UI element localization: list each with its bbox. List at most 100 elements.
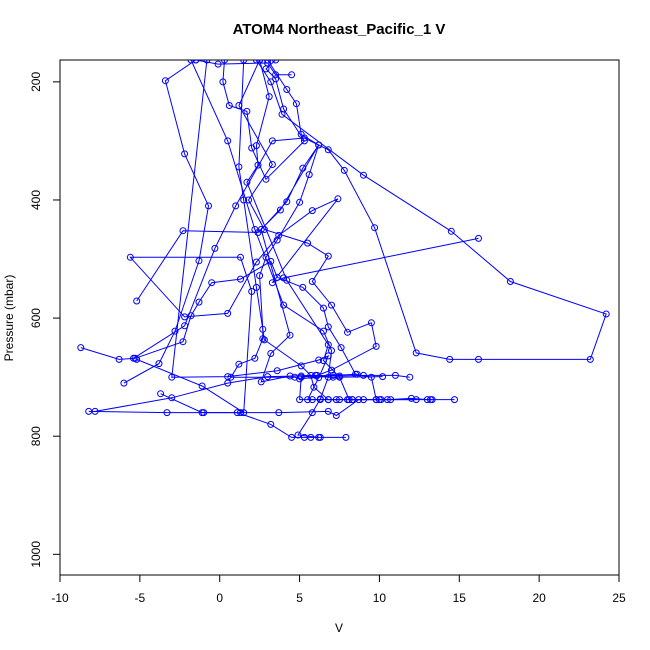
y-tick-label: 1000 — [29, 541, 43, 568]
data-point — [264, 60, 272, 67]
data-point — [372, 396, 380, 404]
data-point — [446, 355, 454, 363]
y-tick-label: 200 — [29, 72, 43, 92]
data-point — [308, 207, 316, 215]
data-point — [179, 227, 187, 235]
data-point — [334, 195, 342, 203]
data-point — [203, 60, 211, 64]
data-point — [506, 278, 514, 285]
data-point — [237, 275, 244, 283]
series-line — [171, 60, 337, 401]
series-11 — [227, 60, 361, 383]
data-point — [280, 301, 288, 309]
series-line — [230, 60, 358, 380]
data-point — [181, 322, 189, 330]
data-point — [324, 146, 332, 154]
data-point — [305, 171, 313, 179]
data-point — [353, 370, 361, 378]
data-point — [192, 60, 200, 64]
x-tick-label: -5 — [135, 591, 146, 605]
data-point — [272, 75, 280, 83]
data-point — [198, 409, 206, 417]
data-point — [296, 375, 304, 383]
data-point — [260, 336, 268, 344]
data-point — [288, 71, 296, 79]
data-point — [451, 396, 458, 404]
data-point — [267, 420, 275, 428]
data-point — [337, 344, 345, 352]
data-point — [248, 288, 256, 295]
data-point — [163, 409, 171, 417]
data-point — [227, 373, 235, 381]
data-point — [115, 355, 123, 363]
data-point — [324, 407, 332, 415]
series-line — [133, 60, 607, 360]
data-point — [273, 367, 281, 375]
series-line — [195, 60, 292, 76]
data-point — [243, 107, 251, 115]
data-point — [304, 239, 312, 247]
data-point — [332, 412, 340, 419]
data-point — [308, 396, 316, 404]
data-point — [168, 373, 176, 381]
y-tick-label: 800 — [29, 426, 43, 446]
data-point — [283, 86, 291, 93]
data-point — [77, 344, 85, 352]
data-point — [126, 253, 134, 261]
data-point — [292, 100, 300, 108]
data-point — [240, 196, 248, 204]
data-point — [336, 396, 343, 404]
data-point — [315, 141, 323, 149]
data-point — [259, 335, 267, 343]
data-point — [254, 161, 262, 169]
data-point — [324, 323, 332, 331]
data-point — [272, 71, 280, 79]
data-point — [324, 252, 332, 260]
data-point — [276, 206, 284, 214]
series-line — [190, 60, 333, 438]
data-point — [308, 278, 316, 285]
data-point — [233, 409, 241, 417]
data-point — [275, 409, 283, 417]
data-point — [412, 396, 420, 404]
data-point — [329, 371, 337, 379]
plot-area — [77, 60, 610, 441]
data-point — [300, 137, 308, 145]
data-point — [304, 396, 312, 404]
data-point — [344, 396, 351, 404]
data-point — [371, 224, 379, 232]
series-14 — [168, 60, 340, 404]
data-point — [235, 360, 243, 368]
data-point — [264, 373, 272, 381]
data-point — [328, 301, 335, 309]
data-point — [360, 396, 367, 404]
data-point — [130, 354, 137, 362]
series-16 — [192, 60, 296, 79]
series-line — [95, 375, 383, 412]
data-point — [299, 164, 307, 172]
data-point — [211, 244, 219, 252]
data-point — [280, 105, 288, 113]
data-point — [267, 350, 275, 357]
series-3 — [91, 372, 387, 415]
series-line — [88, 399, 359, 417]
data-point — [342, 433, 350, 441]
data-point — [288, 433, 296, 441]
data-point — [310, 383, 318, 391]
data-point — [336, 373, 343, 381]
data-point — [133, 355, 141, 363]
data-point — [299, 283, 307, 291]
data-point — [360, 171, 367, 179]
data-point — [367, 319, 375, 327]
x-tick-label: 15 — [453, 591, 467, 605]
data-point — [224, 373, 232, 381]
data-point — [155, 360, 163, 368]
data-point — [256, 272, 264, 280]
data-point — [297, 362, 305, 370]
data-point — [268, 161, 276, 168]
data-point — [221, 60, 228, 64]
data-point — [219, 78, 227, 86]
data-point — [268, 137, 276, 145]
data-point — [324, 373, 332, 381]
data-point — [225, 102, 233, 109]
